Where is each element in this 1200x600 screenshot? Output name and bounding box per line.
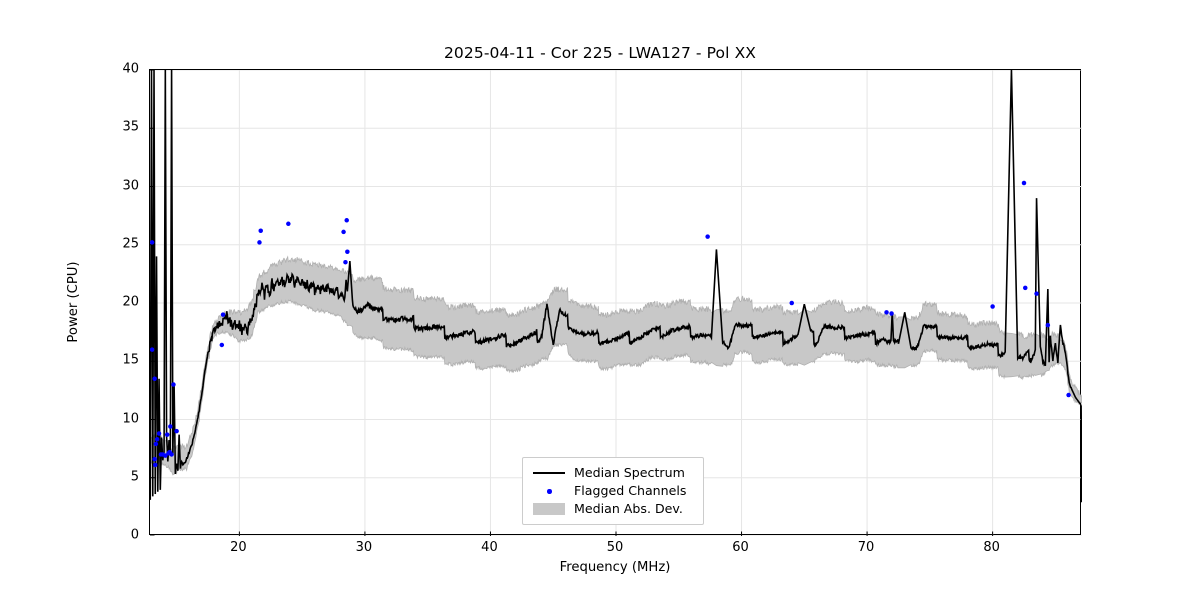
y-tick-label: 35 <box>122 119 139 135</box>
flagged-channel-point <box>150 347 155 352</box>
legend-entry-median-spectrum: Median Spectrum <box>531 464 695 481</box>
x-tick-label: 30 <box>355 540 373 555</box>
flagged-channel-point <box>286 221 291 227</box>
flagged-channel-point <box>1023 285 1028 291</box>
y-axis-label: Power (CPU) <box>66 261 81 343</box>
x-tick-label: 60 <box>732 540 749 555</box>
x-axis-label: Frequency (MHz) <box>559 560 671 575</box>
flagged-channel-point <box>343 259 348 265</box>
flagged-channel-point <box>150 240 155 245</box>
median-abs-dev-edge <box>150 255 1082 476</box>
flagged-channel-point <box>153 462 158 468</box>
y-tick-label: 0 <box>130 527 139 543</box>
flagged-channel-point <box>1045 322 1051 328</box>
dot-key-icon <box>531 484 567 498</box>
flagged-channel-point <box>154 437 160 442</box>
flagged-channel-point <box>163 453 168 458</box>
flagged-channel-point <box>174 428 179 434</box>
flagged-channel-point <box>889 311 894 316</box>
y-tick-label: 10 <box>122 411 139 426</box>
flagged-channel-point <box>164 432 170 437</box>
legend-entry-flagged-channels: Flagged Channels <box>531 482 695 499</box>
flagged-channel-point <box>257 240 262 245</box>
legend-label: Flagged Channels <box>574 483 687 498</box>
flagged-channel-point <box>168 424 173 429</box>
page-title: 2025-04-11 - Cor 225 - LWA127 - Pol XX <box>443 44 757 62</box>
flagged-channel-point <box>220 312 226 317</box>
flagged-channel-point <box>990 304 995 309</box>
y-tick-label: 5 <box>130 469 139 485</box>
y-tick-label: 25 <box>122 236 139 252</box>
line-key-icon <box>531 466 567 480</box>
y-tick-label: 15 <box>122 352 139 368</box>
flagged-channel-point <box>884 310 889 315</box>
plot-area <box>149 69 1082 536</box>
flagged-channel-point <box>156 431 162 436</box>
flagged-channel-point <box>153 441 159 447</box>
flagged-channel-point <box>152 456 157 462</box>
legend-label: Median Spectrum <box>574 465 685 480</box>
legend: Median Spectrum Flagged Channels Median … <box>522 457 704 525</box>
legend-label: Median Abs. Dev. <box>574 501 683 516</box>
flagged-channel-point <box>789 300 794 306</box>
y-tick-label: 40 <box>122 61 139 77</box>
flagged-channel-point <box>344 218 349 223</box>
legend-entry-median-abs-dev: Median Abs. Dev. <box>531 500 695 517</box>
y-tick-label: 20 <box>122 294 139 310</box>
flagged-channel-point <box>1021 180 1027 186</box>
flagged-channel-point <box>171 382 176 387</box>
flagged-channel-point <box>345 249 350 254</box>
flagged-channel-point <box>1034 291 1039 296</box>
flagged-channel-point <box>341 229 346 235</box>
x-tick-label: 50 <box>606 540 624 555</box>
y-tick-label: 30 <box>122 178 139 193</box>
x-tick-label: 20 <box>230 540 247 555</box>
flagged-channel-point <box>219 342 225 348</box>
patch-key-icon <box>531 502 567 516</box>
flagged-channel-point <box>1066 392 1071 398</box>
flagged-channel-point <box>169 452 174 457</box>
flagged-channel-point <box>705 234 710 239</box>
median-spectrum-line <box>150 70 1082 503</box>
x-tick-label: 70 <box>857 540 875 555</box>
flagged-channel-markers <box>150 180 1071 468</box>
flagged-channel-point <box>152 376 157 381</box>
x-tick-label: 80 <box>983 540 1000 555</box>
flagged-channel-point <box>258 228 263 234</box>
x-tick-label: 40 <box>481 540 498 555</box>
spectrum-plot-svg <box>150 70 1082 536</box>
